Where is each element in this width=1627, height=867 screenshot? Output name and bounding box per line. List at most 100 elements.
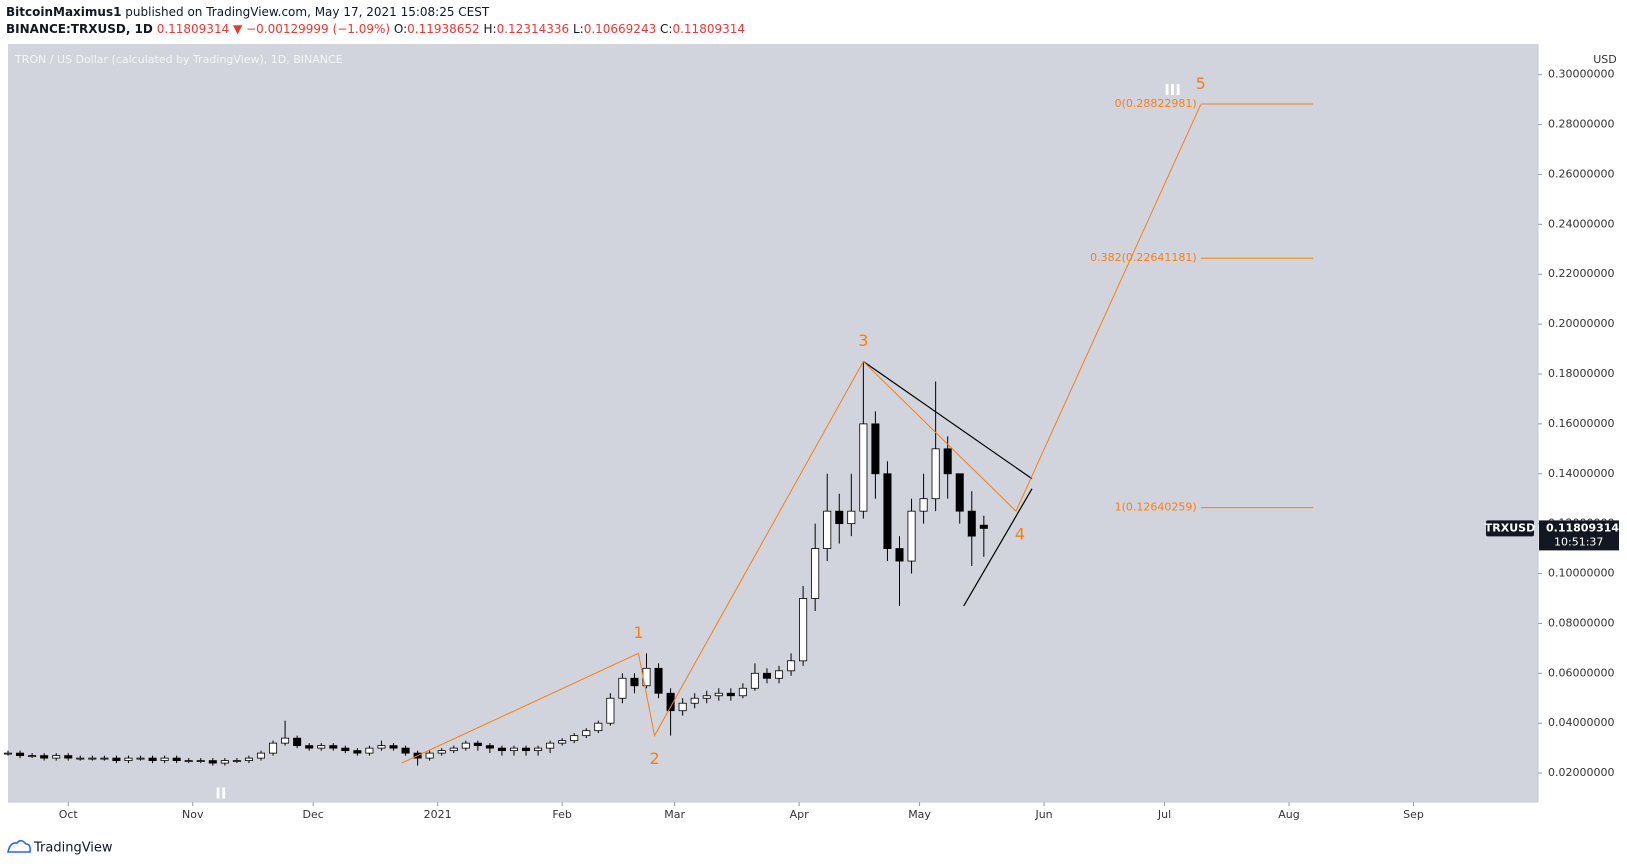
y-tick-label: 0.28000000 — [1548, 118, 1614, 131]
candle-body — [618, 677, 627, 699]
candle-body — [762, 672, 771, 679]
last-price: 0.11809314 — [157, 22, 230, 36]
candle-body — [40, 755, 49, 759]
candle-body — [883, 473, 892, 549]
candle-body — [702, 695, 711, 699]
published: published on TradingView.com, May 17, 20… — [125, 5, 490, 19]
candle-body — [630, 677, 639, 687]
y-tick-label: 0.22000000 — [1548, 267, 1614, 280]
candle-body — [799, 598, 808, 662]
candle-body — [835, 510, 844, 525]
candle-body — [582, 730, 591, 737]
x-tick-label: Apr — [790, 808, 810, 821]
x-tick-label: Dec — [303, 808, 324, 821]
candle-body — [497, 747, 506, 752]
y-tick-label: 0.20000000 — [1548, 317, 1614, 330]
x-tick-label: Nov — [182, 808, 204, 821]
candle-body — [293, 737, 302, 747]
price-tag-symbol: TRXUSD — [1485, 521, 1535, 534]
change-arrow: ▼ — [233, 22, 243, 36]
candle-body — [919, 498, 928, 512]
candle-body — [112, 757, 121, 761]
candle-body — [750, 672, 759, 689]
candle-body — [244, 757, 253, 761]
candle-body — [859, 423, 868, 512]
fib-label: 1(0.12640259) — [1115, 501, 1197, 514]
fib-label: 0.382(0.22641181) — [1090, 251, 1197, 264]
candle-body — [196, 760, 205, 762]
candle-body — [558, 740, 567, 744]
candle-body — [401, 747, 410, 754]
x-tick-label: May — [908, 808, 931, 821]
candle-body — [64, 755, 73, 759]
ohlc-key: H: — [484, 22, 497, 36]
candle-body — [811, 548, 820, 599]
candle-body — [606, 697, 615, 724]
candle-body — [341, 747, 350, 752]
candle-body — [666, 692, 675, 712]
wave-label: 3 — [858, 331, 868, 350]
candle-body — [172, 757, 181, 761]
x-tick-label: Oct — [59, 808, 79, 821]
candle-body — [389, 745, 398, 749]
candle-body — [148, 757, 157, 761]
logo-icon — [7, 839, 31, 853]
candle-body — [461, 742, 470, 749]
candle-body — [775, 670, 784, 679]
y-tick-label: 0.16000000 — [1548, 417, 1614, 430]
ohlc-value: 0.11809314 — [672, 22, 745, 36]
y-axis-label: USD — [1593, 53, 1617, 66]
y-tick-label: 0.08000000 — [1548, 616, 1614, 629]
x-tick-label: Sep — [1403, 808, 1424, 821]
candle-body — [100, 757, 109, 760]
y-tick-label: 0.26000000 — [1548, 167, 1614, 180]
y-tick-label: 0.06000000 — [1548, 666, 1614, 679]
ohlc-key: O: — [394, 22, 407, 36]
price-tag-countdown: 10:51:37 — [1554, 535, 1603, 548]
price-tag-box — [1539, 520, 1619, 551]
candle-body — [726, 692, 735, 697]
candle-body — [353, 750, 362, 754]
wave-label: 5 — [1196, 74, 1206, 93]
y-tick-label: 0.04000000 — [1548, 716, 1614, 729]
change: −0.00129999 (−1.09%) — [246, 22, 390, 36]
y-tick-label: 0.10000000 — [1548, 567, 1614, 580]
candle-body — [895, 548, 904, 562]
x-tick-label: 2021 — [424, 808, 452, 821]
candle-body — [979, 524, 988, 529]
candle-body — [546, 742, 555, 749]
chart-legend: TRON / US Dollar (calculated by TradingV… — [14, 53, 343, 66]
candle-body — [124, 757, 133, 761]
candle-body — [136, 757, 145, 760]
y-tick-label: 0.18000000 — [1548, 367, 1614, 380]
candle-body — [365, 747, 374, 754]
candle-body — [967, 510, 976, 537]
wave-line — [401, 104, 1202, 764]
price-tag-value: 0.11809314 — [1546, 521, 1619, 534]
candle-body — [184, 760, 193, 762]
candle-body — [485, 745, 494, 749]
candle-body — [955, 473, 964, 512]
candle-body — [52, 755, 61, 759]
candle-body — [847, 510, 856, 525]
x-tick-label: Mar — [664, 808, 685, 821]
candle-body — [654, 667, 663, 694]
candle-body — [907, 510, 916, 562]
x-tick-label: Feb — [552, 808, 571, 821]
triangle-line — [963, 488, 1033, 607]
plot-background — [8, 44, 1538, 802]
x-tick-label: Jun — [1034, 808, 1052, 821]
candle-body — [232, 760, 241, 762]
candle-body — [160, 757, 169, 761]
candle-body — [220, 760, 229, 764]
triangle-line — [863, 361, 1033, 480]
degree-label: III — [1164, 81, 1181, 99]
candle-body — [714, 692, 723, 697]
y-tick-label: 0.14000000 — [1548, 467, 1614, 480]
candle-body — [570, 735, 579, 742]
wave-label: 1 — [633, 623, 643, 642]
candle-body — [738, 687, 747, 697]
header-line-2: BINANCE:TRXUSD, 1D 0.11809314 ▼ −0.00129… — [6, 22, 745, 36]
candle-body — [208, 760, 217, 764]
candle-body — [449, 747, 458, 752]
